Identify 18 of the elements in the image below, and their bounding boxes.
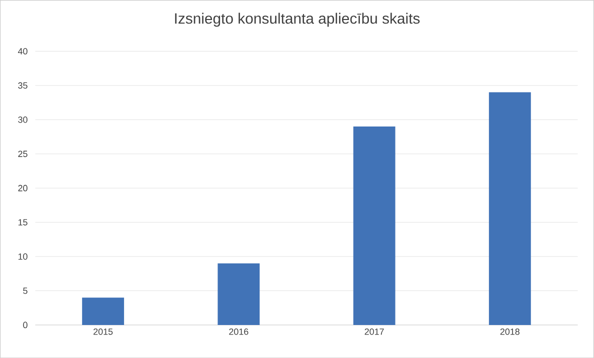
- bar: [218, 263, 260, 325]
- x-tick-label: 2018: [500, 328, 520, 335]
- y-tick-label: 20: [18, 184, 28, 192]
- y-tick-label: 0: [23, 322, 28, 328]
- y-tick-label: 40: [18, 48, 28, 54]
- x-tick-label: 2015: [94, 328, 113, 335]
- y-tick-label: 25: [18, 150, 28, 157]
- x-tick-label: 2016: [229, 328, 248, 335]
- bar: [82, 297, 124, 325]
- bar: [488, 92, 531, 325]
- y-tick-label: 35: [18, 82, 28, 89]
- x-tick-label: 2017: [364, 328, 384, 335]
- y-tick-label: 5: [23, 288, 28, 294]
- y-tick-label: 30: [18, 116, 28, 123]
- chart-title: Izsniegto konsultanta apliecību skaits: [175, 12, 420, 27]
- bar: [353, 126, 396, 325]
- y-tick-label: 15: [18, 219, 28, 226]
- y-tick-label: 10: [18, 253, 28, 260]
